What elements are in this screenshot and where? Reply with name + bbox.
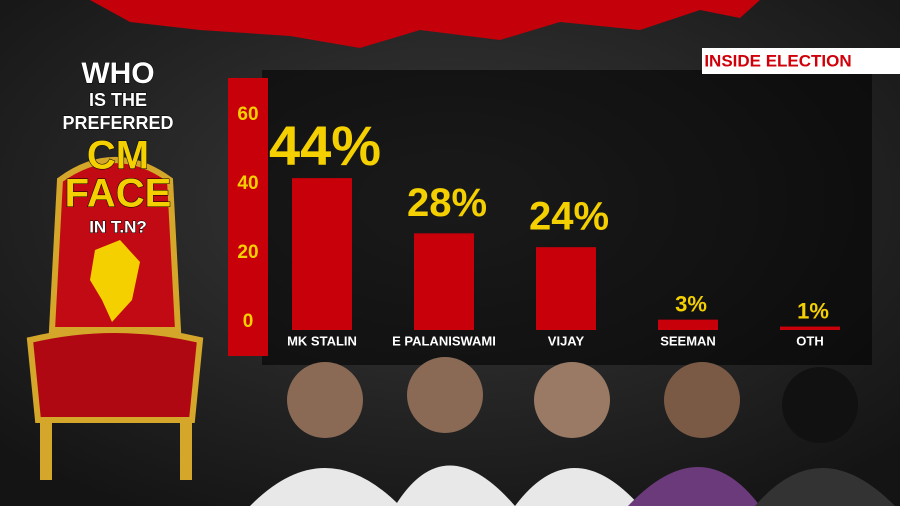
x-tick-label: E PALANISWAMI xyxy=(392,333,496,348)
bar xyxy=(536,247,596,330)
y-tick-label: 60 xyxy=(237,104,258,125)
x-tick-label: VIJAY xyxy=(548,333,585,348)
x-tick-label: OTH xyxy=(796,333,823,348)
bar xyxy=(414,233,474,330)
bar xyxy=(292,178,352,330)
x-tick-label: MK STALIN xyxy=(287,333,357,348)
value-label: 44% xyxy=(269,114,381,177)
x-tick-label: SEEMAN xyxy=(660,333,716,348)
title-line: CM xyxy=(87,134,149,178)
y-tick-label: 20 xyxy=(237,242,258,263)
chair-leg xyxy=(180,420,192,480)
y-tick-label: 40 xyxy=(237,173,258,194)
y-tick-label: 0 xyxy=(243,311,254,332)
brand: INSIDE ELECTION xyxy=(704,51,851,70)
title-line: PREFERRED xyxy=(62,113,173,133)
chair-leg xyxy=(40,420,52,480)
value-label: 3% xyxy=(675,291,707,316)
tn-map xyxy=(90,240,140,322)
title-line: WHO xyxy=(81,57,154,90)
axis-strip xyxy=(228,78,268,356)
bar xyxy=(780,326,840,330)
bar xyxy=(658,319,718,330)
torn-banner xyxy=(90,0,760,48)
chair-seat xyxy=(26,327,204,423)
value-label: 24% xyxy=(529,195,609,239)
value-label: 1% xyxy=(797,298,829,323)
title-line: FACE xyxy=(65,172,172,216)
value-label: 28% xyxy=(407,181,487,225)
title-line: IS THE xyxy=(89,90,147,110)
title-line: IN T.N? xyxy=(89,217,147,236)
brand-box xyxy=(702,48,900,74)
portraits xyxy=(250,357,895,506)
